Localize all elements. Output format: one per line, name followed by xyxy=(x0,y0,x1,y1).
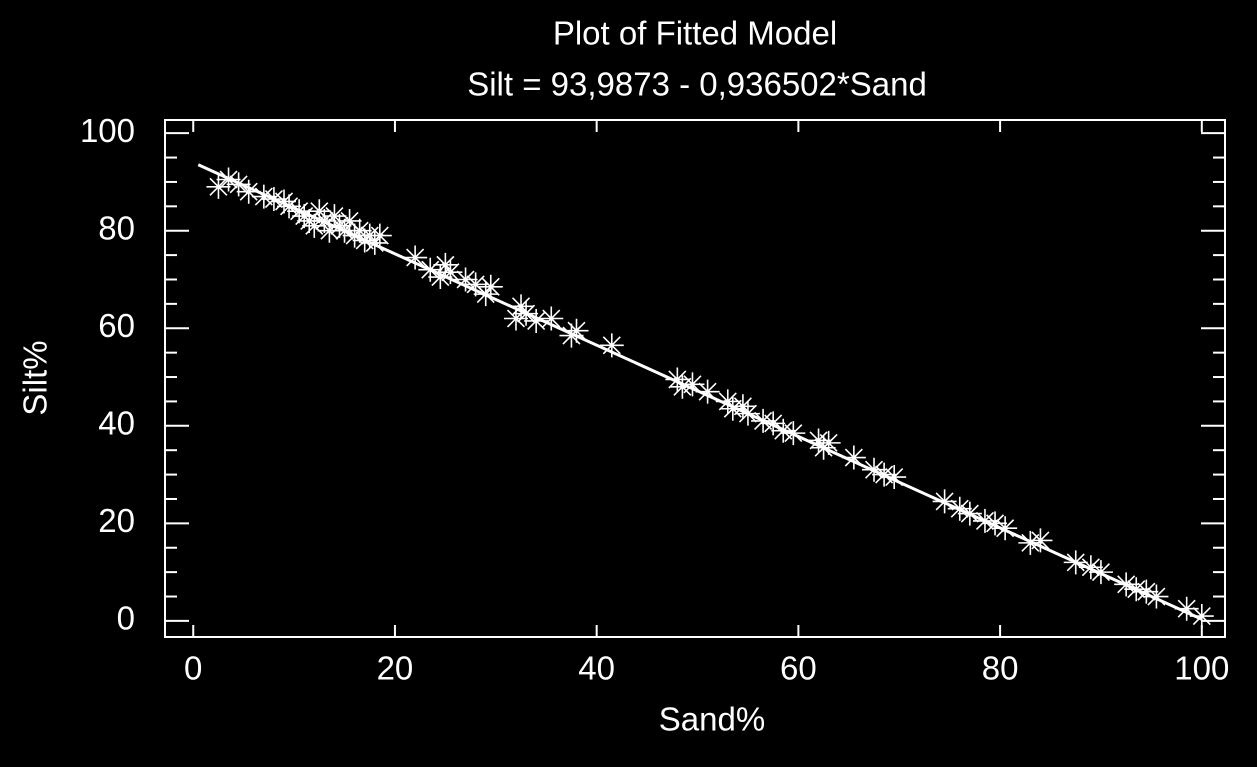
data-point xyxy=(539,306,564,331)
y-tick-label: 60 xyxy=(98,307,135,344)
y-tick-label: 100 xyxy=(80,112,135,149)
y-tick-label: 80 xyxy=(98,209,135,246)
data-point xyxy=(665,367,690,392)
data-point xyxy=(882,465,907,490)
data-point xyxy=(206,174,231,199)
data-point xyxy=(599,333,624,358)
data-point xyxy=(428,265,453,290)
data-point xyxy=(463,272,488,297)
data-point xyxy=(302,213,327,238)
y-axis-label: Silt% xyxy=(17,340,54,415)
data-point xyxy=(841,445,866,470)
data-point xyxy=(367,223,392,248)
data-point xyxy=(715,389,740,414)
y-tick-label: 0 xyxy=(117,600,135,637)
data-point xyxy=(317,218,342,243)
chart-title: Plot of Fitted Model xyxy=(553,15,837,52)
data-point xyxy=(993,516,1018,541)
data-point xyxy=(1028,528,1053,553)
data-point xyxy=(307,199,332,224)
data-point xyxy=(695,379,720,404)
data-point xyxy=(1078,555,1103,580)
data-point xyxy=(983,511,1008,536)
x-tick-label: 100 xyxy=(1174,650,1229,687)
data-point xyxy=(1134,579,1159,604)
data-point xyxy=(680,372,705,397)
data-point xyxy=(453,267,478,292)
data-point xyxy=(1144,584,1169,609)
data-point xyxy=(236,179,261,204)
data-point xyxy=(478,274,503,299)
data-point xyxy=(433,252,458,277)
y-tick-label: 40 xyxy=(98,405,135,442)
data-point xyxy=(806,428,831,453)
data-point xyxy=(503,306,528,331)
data-point xyxy=(322,204,347,229)
x-tick-label: 40 xyxy=(578,650,615,687)
data-point xyxy=(720,396,745,421)
plot-frame xyxy=(164,119,1226,638)
y-tick-label: 20 xyxy=(98,502,135,539)
data-point xyxy=(362,230,387,255)
data-point xyxy=(670,374,695,399)
data-point xyxy=(1189,604,1214,629)
data-point xyxy=(337,208,362,233)
data-point xyxy=(730,394,755,419)
x-tick-label: 60 xyxy=(780,650,817,687)
data-point xyxy=(524,308,549,333)
x-tick-label: 80 xyxy=(982,650,1019,687)
data-point xyxy=(403,245,428,270)
data-point xyxy=(564,318,589,343)
x-tick-label: 20 xyxy=(377,650,414,687)
data-point xyxy=(761,411,786,436)
data-point xyxy=(816,430,841,455)
x-tick-label: 0 xyxy=(184,650,202,687)
data-point xyxy=(438,260,463,285)
data-point xyxy=(509,294,534,319)
data-point xyxy=(347,218,372,243)
data-point xyxy=(1174,596,1199,621)
chart-subtitle: Silt = 93,9873 - 0,936502*Sand xyxy=(467,66,927,103)
fit-line xyxy=(197,163,1203,621)
data-point xyxy=(251,184,276,209)
x-axis-label: Sand% xyxy=(659,701,765,738)
